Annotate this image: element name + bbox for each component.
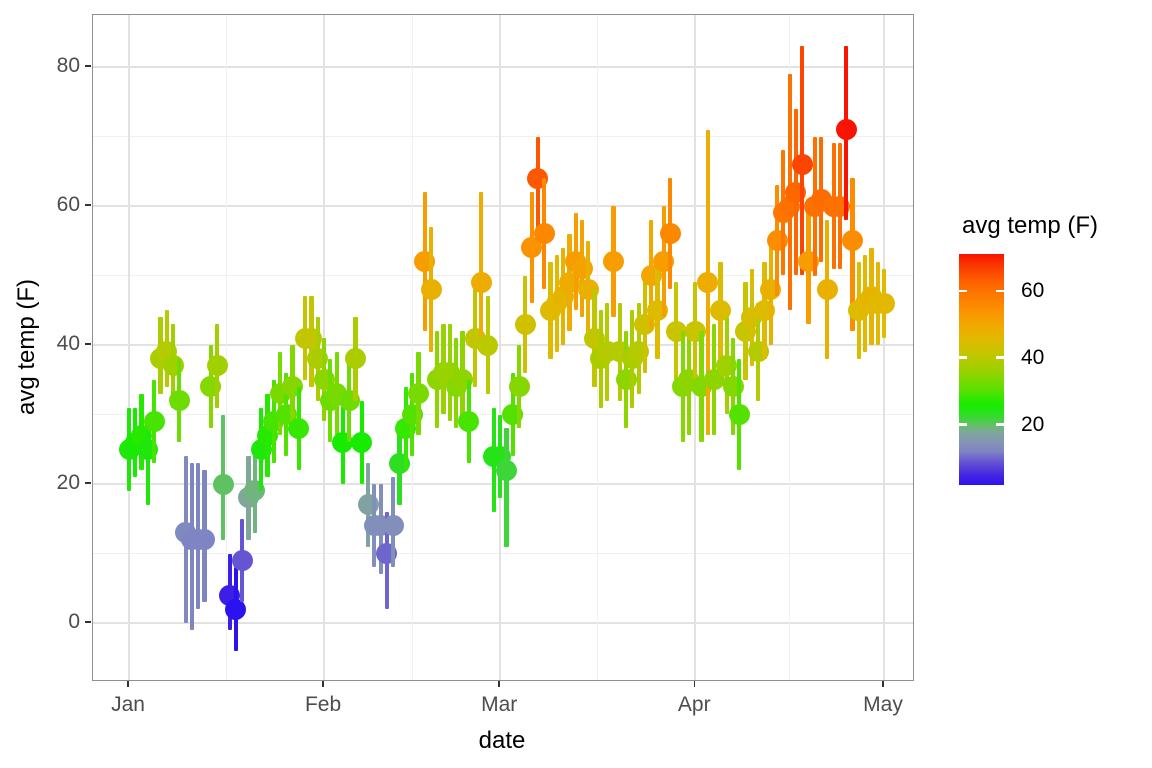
colorbar-tick-mark [996,423,1004,427]
legend-title: avg temp (F) [962,212,1099,239]
y-tick-label: 20 [56,471,80,494]
gridline-y-major [93,483,913,485]
gridline-y-minor [93,553,913,554]
point-Jan 16 [212,473,234,495]
y-tick-label: 40 [56,332,80,355]
point-Feb 24 [458,410,480,432]
gridline-x-major [883,15,885,680]
x-tick-label: Apr [677,693,711,716]
point-Mar 19 [602,251,624,273]
gridline-x-minor [226,15,228,680]
y-axis-title: avg temp (F) [13,278,40,416]
x-tick-mark [498,681,500,687]
range-Feb 26 [479,192,484,345]
point-Apr 4 [703,369,725,391]
x-axis-title: date [478,727,526,754]
point-Feb 26 [470,271,492,293]
point-Mar 28 [659,223,681,245]
point-Apr 26 [842,230,864,252]
colorbar-tick-mark [959,423,967,427]
x-tick-label: May [863,693,903,716]
y-tick-mark [85,621,91,623]
point-Apr 5 [709,299,731,321]
x-tick-mark [322,681,324,687]
x-tick-mark [882,681,884,687]
gridline-x-minor [411,15,413,680]
point-Apr 25 [835,119,857,141]
y-tick-mark [85,65,91,67]
y-tick-label: 60 [56,193,80,216]
y-tick-mark [85,204,91,206]
point-Feb 6 [345,348,366,370]
colorbar-tick-label: 60 [1021,278,1045,302]
gridline-y-major [93,205,913,207]
x-tick-label: Feb [304,693,342,716]
gridline-x-minor [789,15,791,680]
point-Apr 22 [816,278,838,300]
point-Mar 8 [533,223,555,245]
colorbar-tick-mark [959,356,967,360]
colorbar-tick-mark [996,356,1004,360]
range-Apr 26 [850,178,855,332]
point-Feb 12 [382,515,404,537]
point-Jan 13 [194,529,215,551]
point-Mar 2 [496,459,517,481]
y-tick-label: 80 [56,54,80,77]
point-Jan 28 [288,417,310,439]
point-Mar 6 [521,237,543,259]
point-Apr 18 [791,153,813,175]
colorbar-tick-label: 40 [1021,345,1045,369]
x-tick-mark [693,681,695,687]
point-May 1 [873,292,895,314]
point-Jan 9 [168,390,190,412]
point-Apr 3 [697,271,719,293]
x-tick-mark [127,681,129,687]
gridline-y-major [93,66,913,68]
gridline-x-major [128,15,130,680]
y-tick-mark [85,343,91,345]
x-tick-label: Mar [481,693,518,716]
point-Jan 18 [225,598,247,620]
point-Apr 8 [728,404,750,425]
colorbar-gradient [959,254,1004,485]
colorbar-tick-mark [959,289,967,293]
point-Feb 18 [420,278,442,300]
point-Jan 5 [143,410,165,432]
y-tick-mark [85,482,91,484]
point-Mar 5 [514,313,536,335]
gridline-y-major [93,622,913,624]
point-Feb 27 [477,334,499,356]
colorbar-tick-label: 20 [1021,412,1045,436]
gridline-y-major [93,344,913,346]
plot-panel [92,14,914,681]
point-Feb 16 [407,383,429,405]
point-Jan 19 [231,549,253,571]
range-Mar 2 [504,428,509,547]
point-Feb 7 [351,431,373,453]
gridline-y-minor [93,136,913,137]
colorbar-tick-mark [996,289,1004,293]
x-tick-label: Jan [111,693,145,716]
gridline-y-minor [93,275,913,276]
y-tick-label: 0 [68,610,80,633]
point-Mar 4 [508,376,530,398]
gridline-x-major [499,15,502,680]
point-Jan 15 [206,355,228,377]
